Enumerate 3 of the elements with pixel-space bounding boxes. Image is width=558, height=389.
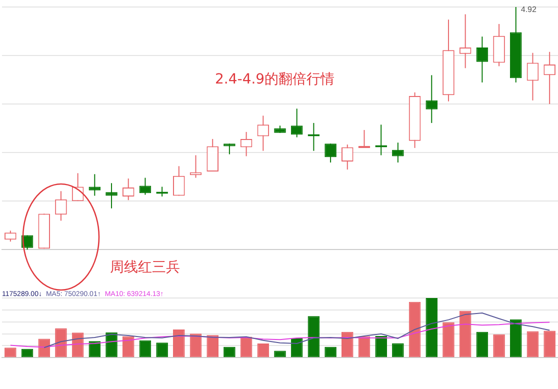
annotation: 2.4-4.9的翻倍行情 bbox=[215, 72, 335, 88]
text: 周线红三兵 bbox=[110, 260, 180, 276]
annotation: 4.92 bbox=[520, 5, 537, 14]
